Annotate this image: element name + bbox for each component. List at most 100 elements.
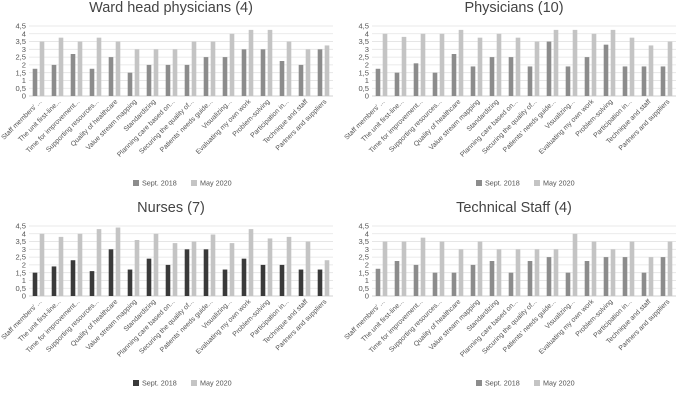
legend-swatch: [133, 180, 139, 186]
legend-label: Sept. 2018: [485, 379, 520, 388]
legend-label: May 2020: [200, 179, 232, 188]
bar-sept-2018: [298, 64, 304, 96]
bar-may-2020: [39, 233, 45, 296]
bar-may-2020: [210, 234, 216, 296]
chart-title: Ward head physicians (4): [89, 0, 253, 16]
bar-may-2020: [420, 237, 426, 296]
legend-swatch: [191, 380, 197, 386]
bar-may-2020: [420, 33, 426, 96]
bar-may-2020: [458, 29, 464, 97]
bar-may-2020: [439, 241, 445, 296]
bar-sept-2018: [413, 63, 419, 96]
bar-may-2020: [77, 233, 83, 296]
y-tick-label: 1: [22, 276, 26, 285]
y-tick-label: 0,5: [15, 284, 26, 293]
bar-sept-2018: [641, 272, 647, 296]
bar-may-2020: [648, 45, 654, 96]
y-tick-label: 0: [365, 292, 369, 301]
legend-swatch: [191, 180, 197, 186]
bar-may-2020: [172, 243, 178, 296]
bar-sept-2018: [641, 66, 647, 96]
bar-sept-2018: [127, 72, 133, 96]
bar-sept-2018: [603, 257, 609, 296]
bar-sept-2018: [298, 269, 304, 296]
y-tick-label: 2: [365, 260, 369, 269]
legend-swatch: [534, 380, 540, 386]
bar-sept-2018: [394, 261, 400, 296]
bar-sept-2018: [489, 261, 495, 296]
bar-may-2020: [572, 233, 578, 296]
bar-sept-2018: [260, 264, 266, 296]
y-tick-label: 1,5: [15, 268, 26, 277]
bar-sept-2018: [546, 257, 552, 296]
y-tick-label: 4: [22, 229, 26, 238]
bar-may-2020: [229, 33, 235, 96]
bar-may-2020: [58, 236, 64, 296]
bar-sept-2018: [451, 54, 457, 96]
y-tick-label: 1: [365, 276, 369, 285]
y-tick-label: 1,5: [358, 268, 369, 277]
bar-sept-2018: [146, 258, 152, 296]
bar-sept-2018: [165, 264, 171, 296]
y-tick-label: 0,5: [358, 84, 369, 93]
bar-may-2020: [58, 37, 64, 96]
y-tick-label: 2,5: [15, 53, 26, 62]
bar-sept-2018: [184, 64, 190, 96]
bar-sept-2018: [203, 249, 209, 296]
bar-may-2020: [439, 33, 445, 96]
bar-sept-2018: [127, 269, 133, 296]
bar-sept-2018: [375, 268, 381, 296]
y-tick-label: 3: [365, 245, 369, 254]
legend-label: May 2020: [200, 379, 232, 388]
legend-label: Sept. 2018: [142, 179, 177, 188]
bar-may-2020: [191, 241, 197, 296]
legend-label: Sept. 2018: [485, 179, 520, 188]
bar-sept-2018: [603, 44, 609, 96]
bar-sept-2018: [527, 261, 533, 296]
bar-may-2020: [515, 249, 521, 296]
bar-sept-2018: [146, 64, 152, 96]
bar-sept-2018: [70, 260, 76, 296]
bar-may-2020: [591, 33, 597, 96]
y-tick-label: 4: [365, 29, 369, 38]
y-tick-label: 3: [22, 245, 26, 254]
bar-may-2020: [153, 49, 159, 96]
y-tick-label: 1,5: [358, 68, 369, 77]
bar-sept-2018: [470, 264, 476, 296]
y-tick-label: 2,5: [358, 53, 369, 62]
bar-sept-2018: [546, 41, 552, 96]
y-tick-label: 0: [22, 92, 26, 101]
y-tick-label: 3,5: [15, 37, 26, 46]
bar-sept-2018: [222, 269, 228, 296]
bar-may-2020: [115, 41, 121, 96]
bar-sept-2018: [489, 57, 495, 96]
y-tick-label: 3,5: [15, 237, 26, 246]
bar-sept-2018: [432, 72, 438, 96]
bar-sept-2018: [184, 249, 190, 296]
legend-label: Sept. 2018: [142, 379, 177, 388]
bar-sept-2018: [508, 57, 514, 96]
legend-label: May 2020: [543, 379, 575, 388]
bar-may-2020: [134, 240, 140, 296]
bar-may-2020: [382, 33, 388, 96]
bar-may-2020: [534, 249, 540, 296]
bar-sept-2018: [470, 66, 476, 96]
bar-sept-2018: [622, 66, 628, 96]
legend-swatch: [133, 380, 139, 386]
bar-sept-2018: [241, 258, 247, 296]
bar-may-2020: [286, 41, 292, 96]
bar-sept-2018: [317, 269, 323, 296]
chart-title: Physicians (10): [464, 0, 564, 16]
legend-swatch: [534, 180, 540, 186]
bar-sept-2018: [241, 49, 247, 96]
bar-sept-2018: [451, 272, 457, 296]
bar-sept-2018: [622, 257, 628, 296]
bar-may-2020: [134, 49, 140, 96]
bar-sept-2018: [203, 57, 209, 96]
bar-sept-2018: [165, 64, 171, 96]
bar-sept-2018: [32, 272, 38, 296]
y-tick-label: 3,5: [358, 37, 369, 46]
bar-may-2020: [629, 37, 635, 96]
bar-sept-2018: [108, 57, 114, 96]
chart-panel-nurses: Nurses (7) 0 0,5 1 1,5 2 2,5 3 3,5 4 4,5 Staff mem…: [0, 200, 342, 400]
